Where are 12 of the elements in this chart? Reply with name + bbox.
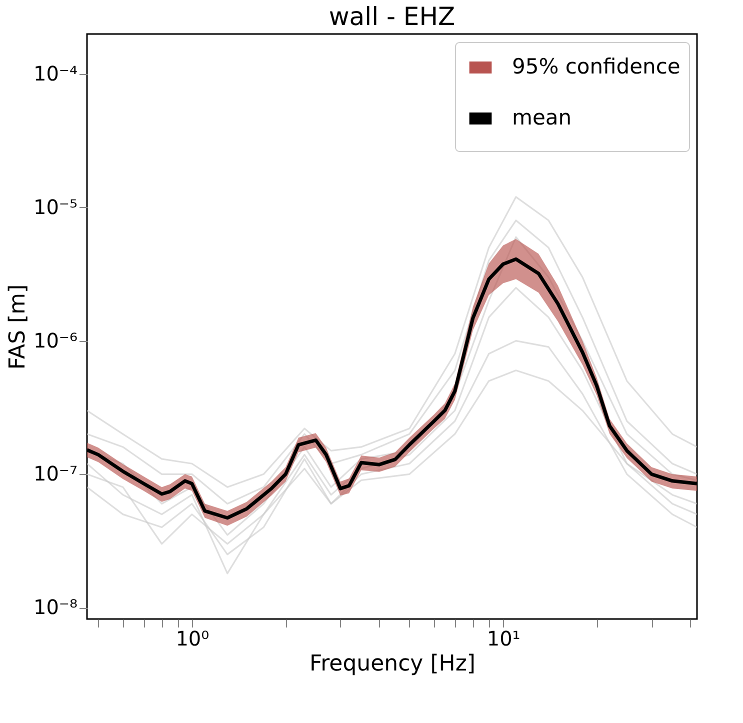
y-axis-title: FAS [m] xyxy=(5,284,30,370)
y-tick-label: 10⁻⁸ xyxy=(33,595,78,620)
x-tick-label: 10¹ xyxy=(486,626,520,650)
y-tick-label: 10⁻⁵ xyxy=(33,194,78,219)
x-tick-label: 10⁰ xyxy=(176,626,210,650)
annotation: 95% confidence xyxy=(512,54,680,78)
legend-label: mean xyxy=(512,106,572,130)
y-tick-label: 10⁻⁶ xyxy=(33,328,78,352)
x-axis-title: Frequency [Hz] xyxy=(310,652,476,676)
chart-title: wall - EHZ xyxy=(328,2,456,31)
y-tick-label: 10⁻⁴ xyxy=(33,62,78,86)
y-tick-label: 10⁻⁷ xyxy=(33,462,78,486)
